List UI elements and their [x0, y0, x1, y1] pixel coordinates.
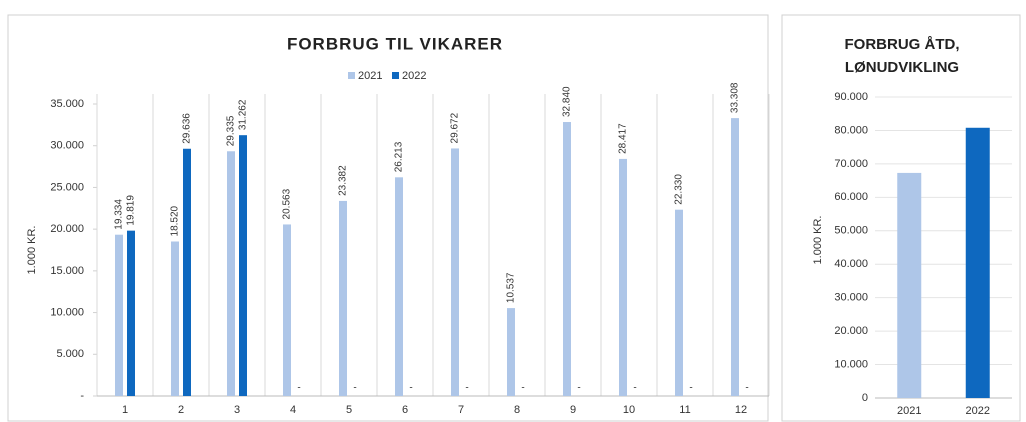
value-label: 18.520: [170, 205, 181, 236]
x-tick-label: 2021: [897, 405, 921, 417]
value-label: 31.262: [238, 99, 249, 130]
x-tick-label: 3: [234, 404, 240, 416]
x-tick-label: 11: [679, 404, 690, 416]
y-tick-label: 20.000: [834, 325, 868, 337]
x-tick-label: 12: [735, 404, 747, 416]
value-label: 23.382: [338, 165, 349, 196]
bar: [731, 118, 739, 396]
y-tick-label: 10.000: [50, 306, 84, 318]
bar: [675, 209, 683, 396]
legend-swatch: [348, 72, 355, 79]
bar: [897, 172, 922, 398]
y-tick-label: 10.000: [834, 358, 868, 370]
x-tick-label: 10: [623, 404, 635, 416]
y-tick-label: 30.000: [50, 140, 84, 152]
value-label: -: [409, 383, 412, 394]
y-tick-label: 80.000: [834, 124, 868, 136]
value-label: 28.417: [618, 123, 629, 154]
value-label: 29.636: [182, 113, 193, 144]
x-tick-label: 2: [178, 404, 184, 416]
bar: [619, 158, 627, 396]
value-label: -: [297, 383, 300, 394]
bar: [339, 200, 347, 396]
value-label: -: [745, 383, 748, 394]
value-label: -: [689, 383, 692, 394]
bar: [183, 148, 191, 396]
y-tick-label: 90.000: [834, 91, 868, 103]
y-tick-label: 5.000: [56, 348, 84, 360]
legend-label: 2022: [402, 70, 426, 82]
legend-label: 2021: [358, 70, 382, 82]
y-tick-label: 70.000: [834, 158, 868, 170]
value-label: -: [577, 383, 580, 394]
value-label: 29.672: [450, 112, 461, 143]
x-tick-label: 4: [290, 404, 296, 416]
y-tick-label: 15.000: [50, 265, 84, 277]
value-label: 19.334: [114, 199, 125, 230]
value-label: 29.335: [226, 115, 237, 146]
bar: [507, 308, 515, 396]
value-label: 22.330: [674, 174, 685, 205]
chart-title: FORBRUG TIL VIKARER: [287, 34, 503, 53]
x-tick-label: 2022: [966, 405, 990, 417]
y-tick-label: 50.000: [834, 225, 868, 237]
bar: [283, 224, 291, 396]
value-label: -: [353, 383, 356, 394]
x-tick-label: 5: [346, 404, 352, 416]
value-label: 32.840: [562, 86, 573, 117]
bar: [115, 234, 123, 396]
y-tick-label: 30.000: [834, 292, 868, 304]
bar: [171, 241, 179, 396]
bar: [227, 151, 235, 396]
value-label: 33.308: [730, 82, 741, 113]
bar: [965, 127, 990, 398]
bar: [239, 135, 247, 396]
value-label: -: [465, 383, 468, 394]
bar: [563, 122, 571, 396]
bar: [127, 230, 135, 396]
x-tick-label: 1: [122, 404, 128, 416]
y-tick-label: 0: [862, 392, 868, 404]
x-tick-label: 6: [402, 404, 408, 416]
y-tick-label: 60.000: [834, 191, 868, 203]
y-tick-label: 40.000: [834, 258, 868, 270]
bar: [395, 177, 403, 396]
y-tick-label: -: [80, 390, 84, 402]
y-tick-label: 25.000: [50, 181, 84, 193]
value-label: 20.563: [282, 188, 293, 219]
y-axis-label: 1.000 KR.: [812, 216, 824, 265]
value-label: -: [633, 383, 636, 394]
x-tick-label: 8: [514, 404, 520, 416]
x-tick-label: 7: [458, 404, 464, 416]
chart-title: LØNUDVIKLING: [845, 59, 959, 76]
legend-swatch: [392, 72, 399, 79]
chart-title: FORBRUG ÅTD,: [845, 36, 960, 53]
y-axis-label: 1.000 KR.: [26, 226, 38, 275]
y-tick-label: 35.000: [50, 98, 84, 110]
y-tick-label: 20.000: [50, 223, 84, 235]
value-label: 10.537: [506, 272, 517, 303]
x-tick-label: 9: [570, 404, 576, 416]
bar: [451, 148, 459, 396]
value-label: -: [521, 383, 524, 394]
value-label: 26.213: [394, 141, 405, 172]
value-label: 19.819: [126, 195, 137, 226]
